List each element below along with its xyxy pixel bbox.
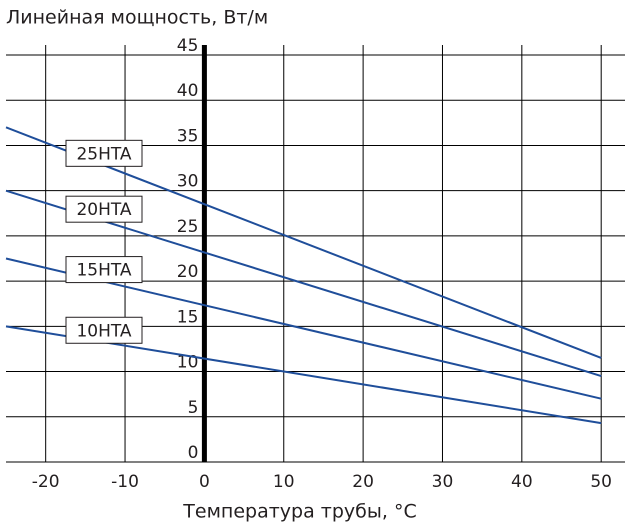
y-tick-label: 15 [177,307,199,327]
y-tick-label: 40 [177,81,199,101]
x-tick-label: 10 [273,472,295,492]
series-label-box [65,139,143,167]
series-label-box [65,195,143,223]
x-tick-label: 30 [432,472,454,492]
series-label: 15HTA [76,261,131,281]
series-label: 25HTA [76,144,131,164]
y-tick-label: 0 [188,443,199,463]
series-label: 10HTA [76,321,131,341]
x-tick-label: -20 [32,472,60,492]
series-label: 20HTA [76,200,131,220]
y-tick-label: 25 [177,217,199,237]
y-tick-label: 35 [177,126,199,146]
y-tick-label: 20 [177,262,199,282]
x-tick-label: 20 [352,472,374,492]
y-tick-label: 5 [188,398,199,418]
y-tick-label: 30 [177,172,199,192]
x-axis-label: Температура трубы, °C [182,501,416,523]
x-tick-label: 0 [199,472,210,492]
chart-title: Линейная мощность, Вт/м [6,7,268,29]
series-label-box [65,256,143,284]
x-tick-label: 40 [511,472,533,492]
x-tick-label: -10 [111,472,139,492]
y-tick-label: 45 [177,36,199,56]
x-tick-label: 50 [590,472,612,492]
series-label-box [65,316,143,344]
